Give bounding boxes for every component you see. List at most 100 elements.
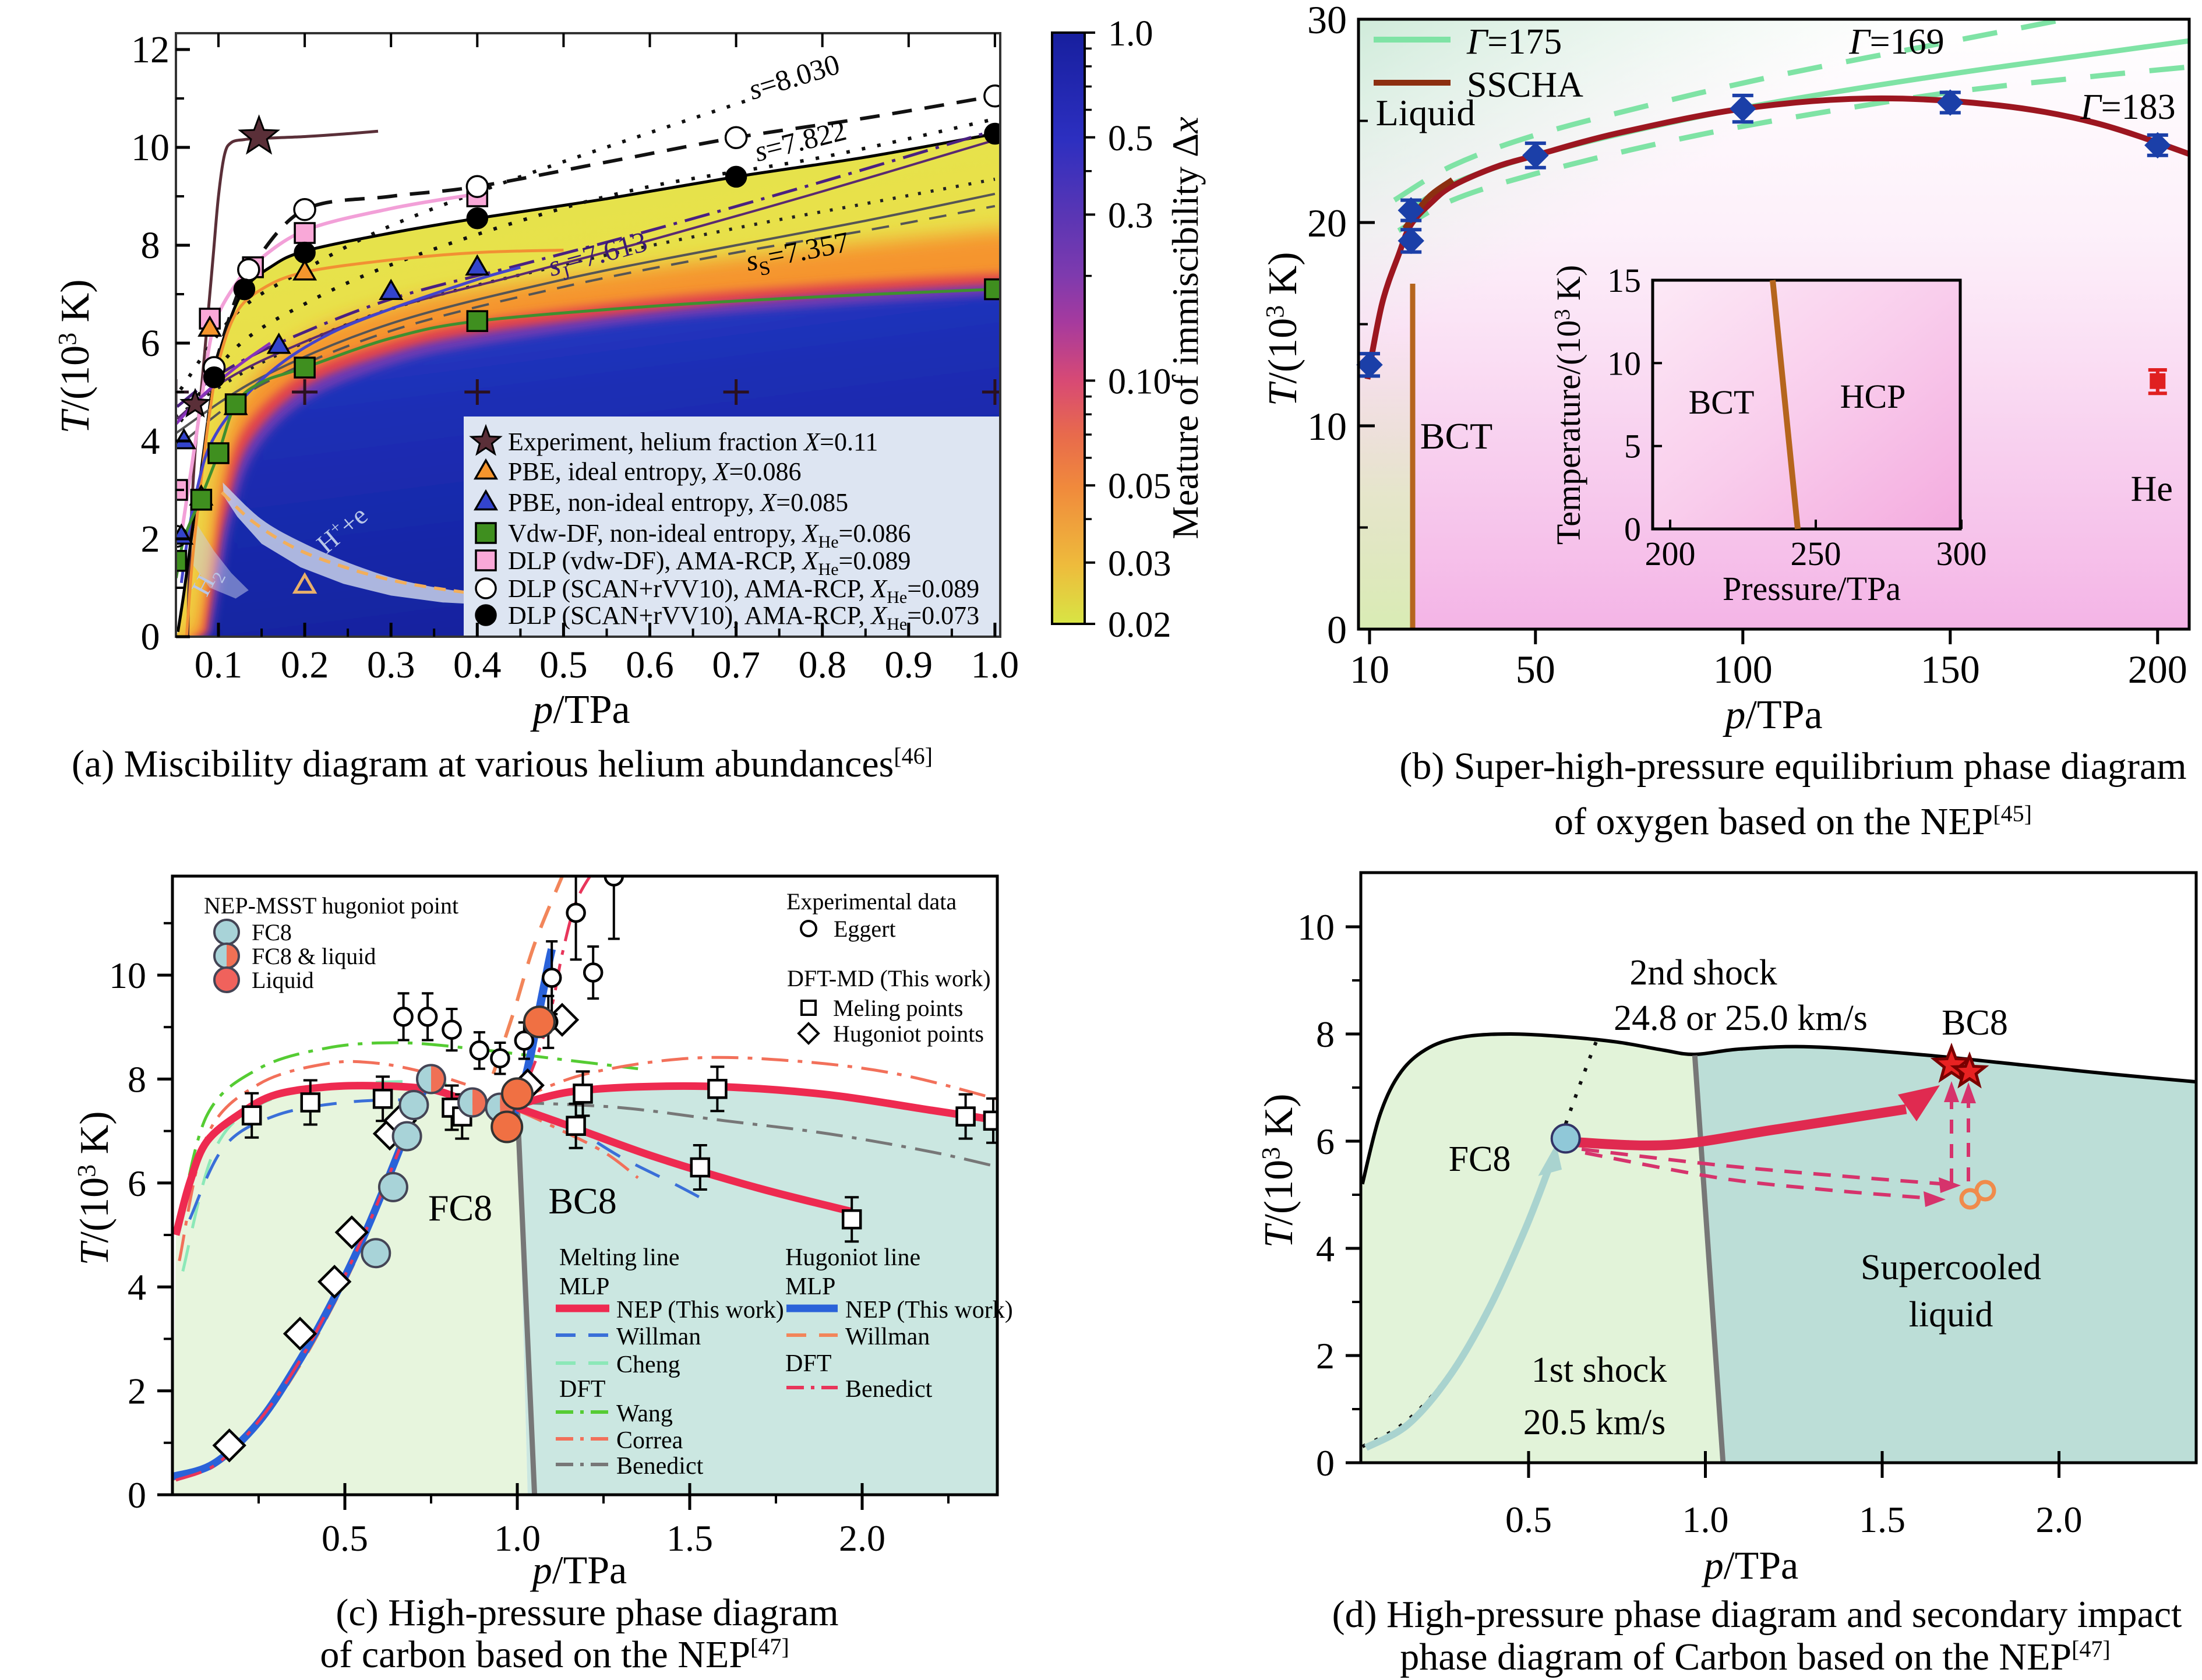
svg-text:30: 30 — [1307, 0, 1347, 42]
svg-text:PBE, non-ideal entropy, X=0.08: PBE, non-ideal entropy, X=0.085 — [508, 488, 848, 517]
svg-text:0.9: 0.9 — [885, 644, 933, 686]
svg-text:p/TPa: p/TPa — [530, 1548, 627, 1592]
svg-text:0.5: 0.5 — [539, 644, 588, 686]
svg-text:20: 20 — [1307, 201, 1347, 245]
svg-text:Meling points: Meling points — [833, 995, 963, 1021]
svg-text:Cheng: Cheng — [616, 1351, 680, 1378]
svg-text:1.0: 1.0 — [1108, 14, 1153, 54]
svg-text:HCP: HCP — [1840, 377, 1906, 415]
svg-text:Liquid: Liquid — [1376, 92, 1476, 133]
svg-text:Supercooled: Supercooled — [1861, 1248, 2041, 1287]
svg-text:0.05: 0.05 — [1108, 467, 1171, 506]
svg-text:4: 4 — [128, 1266, 146, 1308]
svg-text:6: 6 — [1316, 1121, 1335, 1162]
svg-text:250: 250 — [1791, 535, 1841, 573]
svg-text:SSCHA: SSCHA — [1467, 65, 1583, 105]
svg-text:of oxygen based on the NEP[45]: of oxygen based on the NEP[45] — [1554, 800, 2032, 843]
svg-text:BCT: BCT — [1689, 383, 1755, 421]
svg-text:DLP (SCAN+rVV10), AMA-RCP, XHe: DLP (SCAN+rVV10), AMA-RCP, XHe=0.089 — [508, 574, 979, 607]
svg-text:NEP-MSST hugoniot point: NEP-MSST hugoniot point — [204, 892, 458, 919]
svg-text:0.10: 0.10 — [1108, 362, 1171, 401]
svg-text:0.8: 0.8 — [798, 644, 846, 686]
svg-text:of carbon based on the NEP[47]: of carbon based on the NEP[47] — [320, 1633, 789, 1676]
svg-text:Eggert: Eggert — [834, 916, 896, 942]
svg-text:2nd shock: 2nd shock — [1629, 953, 1777, 993]
svg-text:Γ=169: Γ=169 — [1848, 22, 1944, 62]
svg-text:NEP (This work): NEP (This work) — [616, 1297, 784, 1323]
svg-text:Correa: Correa — [616, 1427, 683, 1454]
svg-text:4: 4 — [1316, 1228, 1335, 1269]
svg-text:T/(103 K): T/(103 K) — [53, 279, 98, 433]
svg-text:6: 6 — [141, 322, 160, 365]
svg-text:Willman: Willman — [845, 1323, 930, 1350]
svg-text:4: 4 — [141, 420, 160, 463]
svg-text:Vdw-DF, non-ideal entropy, XHe: Vdw-DF, non-ideal entropy, XHe=0.086 — [508, 519, 911, 552]
svg-text:MLP: MLP — [785, 1273, 835, 1300]
svg-text:Wang: Wang — [616, 1400, 673, 1427]
svg-text:BCT: BCT — [1420, 415, 1492, 457]
svg-text:0: 0 — [141, 616, 160, 658]
svg-text:0.6: 0.6 — [626, 644, 674, 686]
svg-text:10: 10 — [1350, 647, 1389, 691]
svg-text:DFT: DFT — [785, 1350, 831, 1377]
svg-text:0.5: 0.5 — [322, 1517, 368, 1559]
svg-text:Hugoniot points: Hugoniot points — [833, 1021, 984, 1047]
svg-text:FC8: FC8 — [1449, 1139, 1511, 1179]
svg-text:10: 10 — [1297, 906, 1335, 948]
svg-text:(d) High-pressure phase diagra: (d) High-pressure phase diagram and seco… — [1332, 1593, 2182, 1636]
svg-text:1st shock: 1st shock — [1531, 1350, 1667, 1390]
svg-text:24.8 or 25.0 km/s: 24.8 or 25.0 km/s — [1614, 998, 1868, 1038]
svg-text:0.5: 0.5 — [1108, 119, 1153, 158]
svg-text:Experiment, helium fraction X=: Experiment, helium fraction X=0.11 — [508, 428, 878, 456]
svg-text:2: 2 — [128, 1371, 146, 1412]
svg-text:DLP (SCAN+rVV10), AMA-RCP, XHe: DLP (SCAN+rVV10), AMA-RCP, XHe=0.073 — [508, 601, 979, 634]
svg-text:0.4: 0.4 — [453, 644, 502, 686]
svg-text:FC8: FC8 — [428, 1187, 492, 1229]
svg-text:0.2: 0.2 — [281, 644, 329, 686]
svg-text:15: 15 — [1607, 262, 1641, 299]
svg-text:Pressure/TPa: Pressure/TPa — [1723, 570, 1901, 608]
svg-text:p/TPa: p/TPa — [530, 687, 630, 732]
svg-text:Melting line: Melting line — [559, 1244, 679, 1271]
svg-text:0: 0 — [1624, 510, 1641, 548]
svg-text:2.0: 2.0 — [2036, 1499, 2083, 1540]
svg-text:p/TPa: p/TPa — [1702, 1543, 1798, 1587]
svg-text:10: 10 — [131, 126, 170, 169]
svg-text:0: 0 — [1327, 608, 1347, 652]
svg-text:0: 0 — [1316, 1442, 1335, 1484]
svg-text:8: 8 — [1316, 1014, 1335, 1055]
svg-text:BC8: BC8 — [548, 1180, 616, 1222]
svg-text:1.0: 1.0 — [494, 1517, 541, 1559]
svg-text:0.5: 0.5 — [1505, 1499, 1552, 1540]
svg-text:6: 6 — [128, 1163, 146, 1204]
svg-text:NEP (This work): NEP (This work) — [845, 1297, 1013, 1323]
svg-text:T/(103 K): T/(103 K) — [1257, 1093, 1301, 1248]
svg-text:Hugoniot line: Hugoniot line — [785, 1244, 920, 1271]
svg-text:T/(103 K): T/(103 K) — [72, 1111, 117, 1265]
svg-text:1.5: 1.5 — [666, 1517, 713, 1559]
svg-text:0.3: 0.3 — [1108, 196, 1153, 235]
svg-text:0: 0 — [128, 1474, 146, 1516]
svg-text:2: 2 — [1316, 1335, 1335, 1377]
svg-text:(a) Miscibility diagram at var: (a) Miscibility diagram at various heliu… — [72, 743, 933, 785]
svg-text:p/TPa: p/TPa — [1722, 693, 1822, 737]
svg-text:0.1: 0.1 — [195, 644, 243, 686]
svg-text:200: 200 — [1645, 535, 1696, 573]
svg-text:2.0: 2.0 — [839, 1517, 885, 1559]
svg-text:DFT: DFT — [559, 1376, 605, 1403]
svg-text:phase diagram of Carbon based: phase diagram of Carbon based on the NEP… — [1400, 1636, 2111, 1678]
svg-text:PBE, ideal entropy, X=0.086: PBE, ideal entropy, X=0.086 — [508, 457, 801, 486]
svg-text:0.02: 0.02 — [1108, 605, 1171, 645]
svg-text:10: 10 — [1307, 404, 1347, 449]
svg-text:10: 10 — [1607, 344, 1641, 382]
svg-text:Temperature/(103 K): Temperature/(103 K) — [1550, 265, 1587, 545]
svg-text:liquid: liquid — [1909, 1295, 1993, 1335]
svg-text:Γ=175: Γ=175 — [1466, 22, 1562, 62]
svg-text:Willman: Willman — [616, 1323, 701, 1350]
svg-text:1.5: 1.5 — [1859, 1499, 1905, 1540]
svg-text:8: 8 — [141, 224, 160, 267]
svg-text:0.7: 0.7 — [712, 644, 760, 686]
svg-text:Experimental data: Experimental data — [786, 888, 957, 915]
svg-text:12: 12 — [131, 29, 170, 71]
svg-text:MLP: MLP — [559, 1273, 609, 1300]
